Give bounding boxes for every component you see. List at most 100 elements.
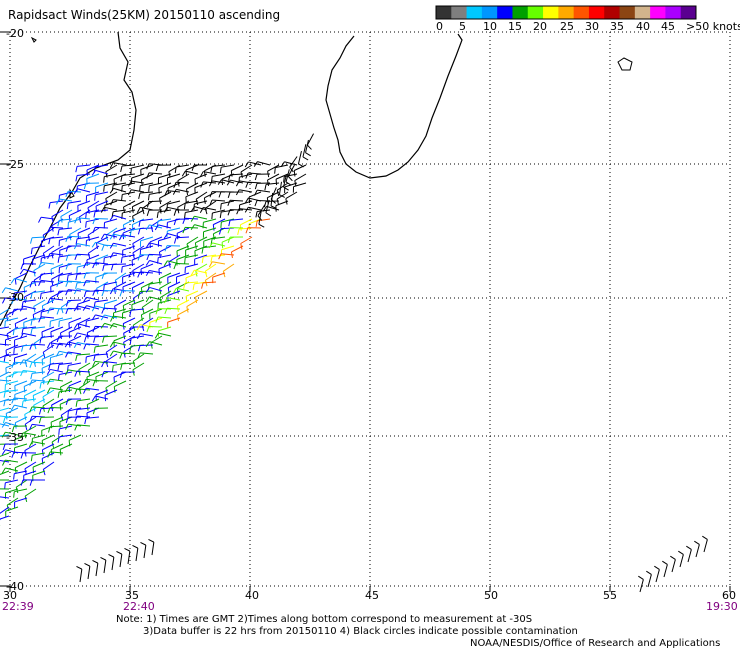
barb-flag bbox=[83, 272, 87, 279]
barb-flag bbox=[217, 179, 222, 185]
wind-barb bbox=[130, 164, 145, 175]
barb-flag bbox=[100, 314, 105, 321]
wind-barb bbox=[74, 253, 91, 261]
barb-flag bbox=[131, 206, 134, 213]
wind-barb bbox=[145, 269, 163, 276]
barb-shaft bbox=[14, 277, 28, 283]
barb-flag bbox=[155, 316, 159, 323]
barb-shaft bbox=[68, 351, 82, 355]
barb-flag bbox=[209, 191, 213, 198]
wind-barb bbox=[65, 263, 82, 270]
barb-shaft bbox=[113, 227, 127, 233]
barb-shaft bbox=[14, 404, 28, 409]
wind-barb bbox=[5, 362, 19, 374]
barb-shaft bbox=[113, 315, 127, 319]
wind-barb bbox=[65, 280, 82, 287]
wind-barb bbox=[73, 332, 91, 339]
barb-flag bbox=[64, 369, 69, 376]
barb-shaft bbox=[121, 362, 136, 365]
barb-shaft bbox=[59, 398, 73, 405]
barb-flag bbox=[127, 189, 132, 196]
wind-barb bbox=[74, 424, 91, 431]
barb-shaft bbox=[231, 164, 244, 172]
barb-shaft bbox=[5, 389, 19, 393]
wind-barb bbox=[20, 369, 37, 377]
lat-label: -35 bbox=[6, 431, 24, 444]
wind-barb bbox=[19, 332, 37, 339]
wind-barb bbox=[132, 263, 145, 277]
barb-shaft bbox=[149, 242, 163, 247]
barb-shaft bbox=[51, 245, 64, 253]
barb-flag bbox=[57, 436, 60, 443]
barb-flag bbox=[132, 545, 139, 549]
wind-barb bbox=[177, 308, 190, 322]
barb-shaft bbox=[150, 335, 163, 344]
barb-shaft bbox=[95, 389, 109, 396]
barb-shaft bbox=[68, 423, 82, 427]
colorbar-label: 35 bbox=[610, 20, 624, 33]
barb-shaft bbox=[14, 290, 28, 294]
barb-flag bbox=[1, 287, 6, 294]
barb-shaft bbox=[142, 299, 154, 308]
wind-barb bbox=[149, 317, 163, 329]
barb-flag bbox=[702, 535, 708, 540]
wind-barb bbox=[177, 173, 190, 187]
barb-flag bbox=[255, 220, 258, 227]
barb-shaft bbox=[204, 191, 217, 199]
madagascar-coastline bbox=[325, 33, 463, 179]
wind-barb bbox=[132, 209, 145, 223]
barb-shaft bbox=[41, 335, 55, 339]
barb-flag bbox=[83, 183, 87, 190]
barb-flag bbox=[124, 548, 131, 552]
wind-barb bbox=[42, 245, 55, 260]
barb-shaft bbox=[104, 200, 118, 206]
barb-flag bbox=[19, 268, 24, 275]
barb-shaft bbox=[158, 173, 172, 179]
wind-barb bbox=[137, 290, 154, 298]
wind-barb bbox=[122, 218, 136, 231]
barb-shaft bbox=[157, 316, 172, 319]
barb-flag bbox=[74, 254, 78, 261]
wind-barb bbox=[120, 173, 136, 182]
barb-shaft bbox=[149, 260, 163, 265]
wind-barb bbox=[218, 253, 235, 260]
barb-flag bbox=[93, 336, 96, 343]
wind-barb bbox=[46, 368, 64, 375]
barb-shaft bbox=[51, 209, 64, 218]
barb-flag bbox=[92, 227, 96, 234]
barb-flag bbox=[103, 176, 105, 183]
barb-flag bbox=[201, 247, 204, 254]
barb-flag bbox=[228, 174, 231, 181]
barb-flag bbox=[199, 171, 204, 178]
wind-barb bbox=[265, 200, 272, 217]
barb-shaft bbox=[140, 191, 154, 194]
barb-flag bbox=[305, 152, 311, 157]
barb-flag bbox=[87, 370, 91, 377]
barb-shaft bbox=[41, 216, 55, 220]
wind-barb bbox=[2, 459, 19, 466]
barb-shaft bbox=[671, 559, 676, 573]
barb-shaft bbox=[41, 272, 55, 275]
wind-barb bbox=[253, 161, 271, 167]
wind-barb bbox=[114, 272, 127, 287]
wind-barb bbox=[0, 308, 10, 316]
barb-flag bbox=[145, 224, 150, 231]
wind-barb bbox=[166, 173, 181, 184]
wind-barb bbox=[0, 488, 10, 490]
barb-flag bbox=[138, 192, 141, 199]
wind-barb bbox=[678, 550, 684, 568]
wind-barb bbox=[150, 335, 163, 349]
wind-barb bbox=[83, 343, 100, 350]
barb-shaft bbox=[86, 296, 100, 301]
barb-shaft bbox=[5, 488, 19, 494]
barb-shaft bbox=[230, 179, 244, 184]
wind-barb bbox=[694, 540, 700, 558]
wind-barb bbox=[174, 164, 190, 174]
barb-shaft bbox=[23, 326, 37, 330]
barb-shaft bbox=[221, 200, 235, 205]
barb-flag bbox=[235, 189, 240, 196]
wind-barb bbox=[201, 281, 217, 289]
barb-shaft bbox=[663, 564, 668, 578]
barb-shaft bbox=[240, 164, 253, 173]
barb-shaft bbox=[167, 200, 181, 205]
